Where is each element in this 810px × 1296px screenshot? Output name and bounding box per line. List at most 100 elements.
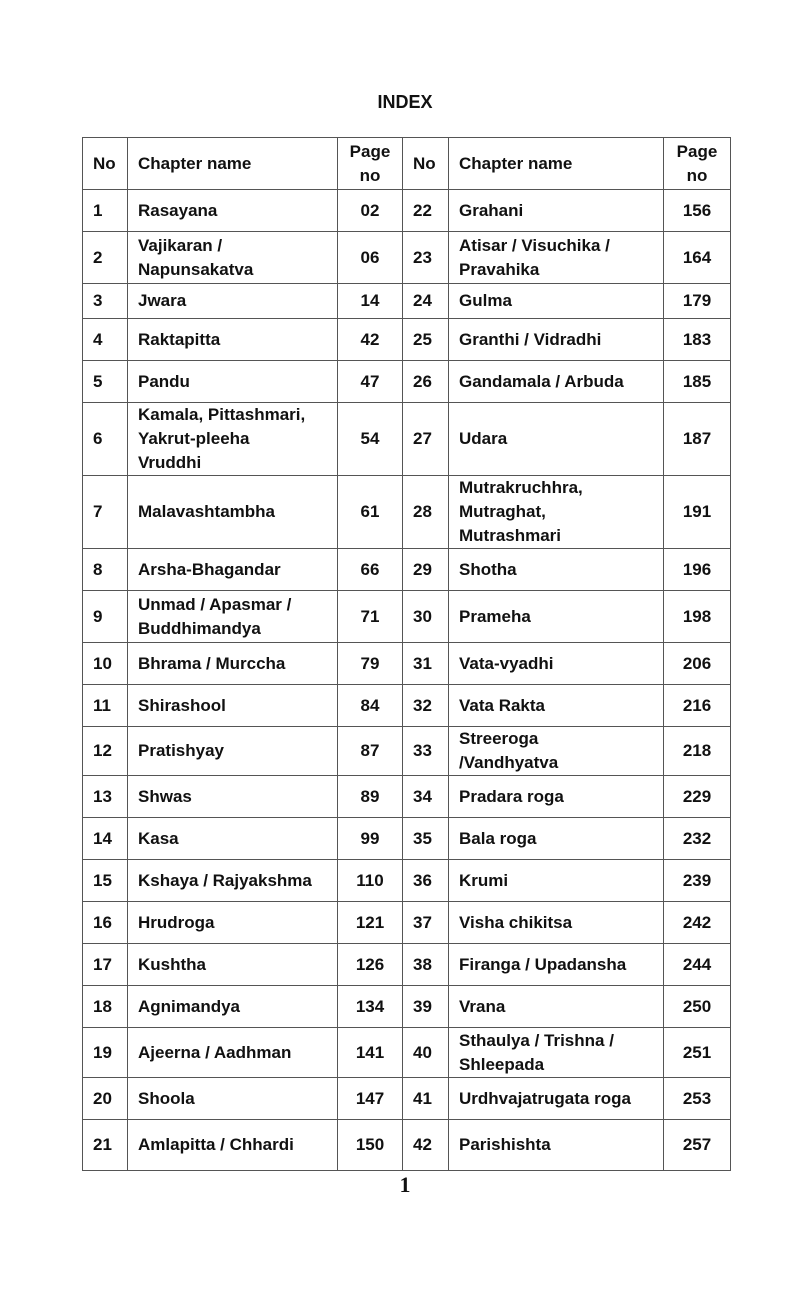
table-row: 21 Amlapitta / Chhardi 150 42 Parishishta 257: [82, 1119, 731, 1171]
chapter-name: Krumi: [448, 859, 664, 902]
page-number-cell: 242: [663, 901, 731, 944]
chapter-name: Vrana: [448, 985, 664, 1028]
chapter-name: Kushtha: [127, 943, 338, 986]
page-number-cell: 232: [663, 817, 731, 860]
chapter-name: Pradara roga: [448, 775, 664, 818]
chapter-name: Shwas: [127, 775, 338, 818]
chapter-number: 17: [82, 943, 128, 986]
page-number-cell: 54: [337, 402, 403, 476]
page-number-cell: 251: [663, 1027, 731, 1078]
chapter-name: Shotha: [448, 548, 664, 591]
chapter-name: Prameha: [448, 590, 664, 643]
chapter-number: 20: [82, 1077, 128, 1120]
page-number-cell: 253: [663, 1077, 731, 1120]
chapter-number: 26: [402, 360, 449, 403]
chapter-number: 18: [82, 985, 128, 1028]
chapter-number: 34: [402, 775, 449, 818]
chapter-name: Malavashtambha: [127, 475, 338, 549]
table-row: 7 Malavashtambha 61 28 Mutrakruchhra, Mutrag…: [82, 475, 731, 549]
chapter-number: 7: [82, 475, 128, 549]
chapter-number: 36: [402, 859, 449, 902]
page-number-cell: 84: [337, 684, 403, 727]
page-number: 1: [399, 1172, 411, 1197]
chapter-number: 39: [402, 985, 449, 1028]
chapter-number: 12: [82, 726, 128, 776]
chapter-name: Bhrama / Murccha: [127, 642, 338, 685]
page-number-cell: 47: [337, 360, 403, 403]
chapter-number: 6: [82, 402, 128, 476]
chapter-number: 28: [402, 475, 449, 549]
page-number-cell: 66: [337, 548, 403, 591]
table-row: 13 Shwas 89 34 Pradara roga 229: [82, 775, 731, 818]
chapter-name: Vata Rakta: [448, 684, 664, 727]
chapter-name: Shoola: [127, 1077, 338, 1120]
chapter-name: Arsha-Bhagandar: [127, 548, 338, 591]
page-number-cell: 218: [663, 726, 731, 776]
chapter-number: 3: [82, 283, 128, 319]
page-number-cell: 229: [663, 775, 731, 818]
chapter-number: 31: [402, 642, 449, 685]
header-no: No: [82, 137, 128, 190]
chapter-number: 42: [402, 1119, 449, 1171]
page-number-cell: 179: [663, 283, 731, 319]
chapter-number: 29: [402, 548, 449, 591]
table-row: 12 Pratishyay 87 33 Streeroga /Vandhyatva 218: [82, 726, 731, 776]
chapter-name: Sthaulya / Trishna / Shleepada: [448, 1027, 664, 1078]
table-row: 1 Rasayana 02 22 Grahani 156: [82, 189, 731, 232]
index-table: No Chapter name Page no No Chapter name …: [82, 137, 731, 1171]
table-row: 15 Kshaya / Rajyakshma 110 36 Krumi 239: [82, 859, 731, 902]
chapter-number: 24: [402, 283, 449, 319]
page-number-cell: 06: [337, 231, 403, 284]
chapter-number: 21: [82, 1119, 128, 1171]
chapter-name: Rasayana: [127, 189, 338, 232]
table-row: 20 Shoola 147 41 Urdhvajatrugata roga 253: [82, 1077, 731, 1120]
chapter-name: Atisar / Visuchika / Pravahika: [448, 231, 664, 284]
chapter-name: Urdhvajatrugata roga: [448, 1077, 664, 1120]
page-number-cell: 89: [337, 775, 403, 818]
page-number-cell: 257: [663, 1119, 731, 1171]
table-row: 19 Ajeerna / Aadhman 141 40 Sthaulya / Trish…: [82, 1027, 731, 1078]
chapter-name: Vajikaran / Napunsakatva: [127, 231, 338, 284]
chapter-name: Kshaya / Rajyakshma: [127, 859, 338, 902]
chapter-name: Granthi / Vidradhi: [448, 318, 664, 361]
chapter-number: 4: [82, 318, 128, 361]
header-chapter-name: Chapter name: [448, 137, 664, 190]
page-number-cell: 02: [337, 189, 403, 232]
page-number-cell: 198: [663, 590, 731, 643]
table-row: 10 Bhrama / Murccha 79 31 Vata-vyadhi 206: [82, 642, 731, 685]
page-number-cell: 156: [663, 189, 731, 232]
table-row: 5 Pandu 47 26 Gandamala / Arbuda 185: [82, 360, 731, 403]
table-row: 2 Vajikaran / Napunsakatva 06 23 Atisar / Vi…: [82, 231, 731, 284]
chapter-number: 27: [402, 402, 449, 476]
chapter-number: 2: [82, 231, 128, 284]
page-number-cell: 79: [337, 642, 403, 685]
header-no: No: [402, 137, 449, 190]
chapter-number: 11: [82, 684, 128, 727]
table-row: 3 Jwara 14 24 Gulma 179: [82, 283, 731, 319]
page-number-cell: 126: [337, 943, 403, 986]
chapter-name: Pratishyay: [127, 726, 338, 776]
chapter-name: Raktapitta: [127, 318, 338, 361]
chapter-number: 32: [402, 684, 449, 727]
chapter-name: Mutrakruchhra, Mutraghat, Mutrashmari: [448, 475, 664, 549]
page-number-cell: 191: [663, 475, 731, 549]
page-number-cell: 147: [337, 1077, 403, 1120]
page-number-cell: 206: [663, 642, 731, 685]
chapter-number: 8: [82, 548, 128, 591]
table-row: 9 Unmad / Apasmar / Buddhimandya 71 30 Prame…: [82, 590, 731, 643]
chapter-name: Ajeerna / Aadhman: [127, 1027, 338, 1078]
page-number-cell: 134: [337, 985, 403, 1028]
chapter-number: 5: [82, 360, 128, 403]
page-number-cell: 196: [663, 548, 731, 591]
page-number-cell: 216: [663, 684, 731, 727]
chapter-number: 41: [402, 1077, 449, 1120]
page-title: INDEX: [377, 92, 433, 112]
table-row: 17 Kushtha 126 38 Firanga / Upadansha 244: [82, 943, 731, 986]
chapter-name: Hrudroga: [127, 901, 338, 944]
chapter-name: Unmad / Apasmar / Buddhimandya: [127, 590, 338, 643]
page-number-cell: 71: [337, 590, 403, 643]
page-number-cell: 187: [663, 402, 731, 476]
chapter-number: 25: [402, 318, 449, 361]
chapter-number: 1: [82, 189, 128, 232]
chapter-number: 33: [402, 726, 449, 776]
